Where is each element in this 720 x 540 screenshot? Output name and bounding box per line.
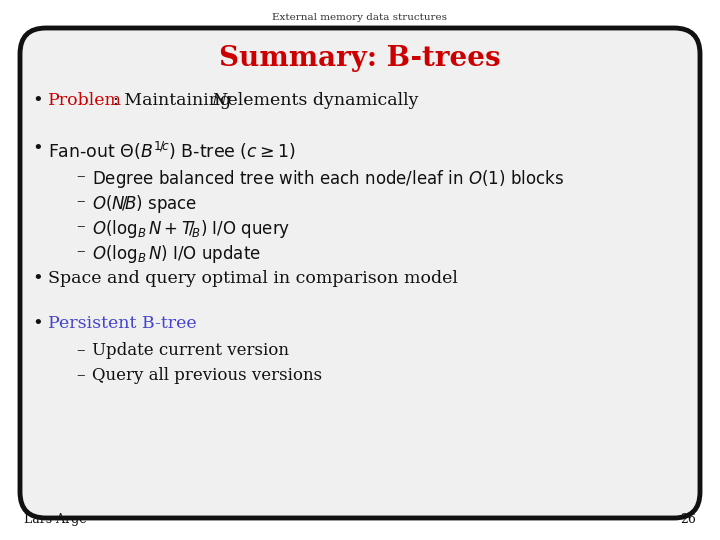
Text: –: – [76, 367, 85, 384]
Text: Summary: B-trees: Summary: B-trees [219, 45, 501, 72]
FancyBboxPatch shape [20, 28, 700, 518]
Text: elements dynamically: elements dynamically [222, 92, 418, 109]
Text: –: – [76, 218, 85, 235]
Text: Fan-out $\Theta(B^{1\!/\!c})$ B-tree $(c \geq 1)$: Fan-out $\Theta(B^{1\!/\!c})$ B-tree $(c… [48, 140, 296, 162]
Text: Space and query optimal in comparison model: Space and query optimal in comparison mo… [48, 270, 458, 287]
Text: •: • [32, 315, 42, 333]
Text: –: – [76, 168, 85, 185]
Text: Persistent B-tree: Persistent B-tree [48, 315, 197, 332]
Text: $O(N\!/\!B)$ space: $O(N\!/\!B)$ space [92, 193, 197, 215]
Text: N: N [211, 92, 226, 109]
Text: •: • [32, 140, 42, 158]
Text: 26: 26 [680, 513, 696, 526]
Text: –: – [76, 243, 85, 260]
Text: Degree balanced tree with each node/leaf in $O(1)$ blocks: Degree balanced tree with each node/leaf… [92, 168, 564, 190]
Text: –: – [76, 193, 85, 210]
Text: External memory data structures: External memory data structures [272, 13, 448, 22]
Text: $O(\log_B N)$ I/O update: $O(\log_B N)$ I/O update [92, 243, 261, 265]
Text: $O(\log_B N + T\!/\!_B)$ I/O query: $O(\log_B N + T\!/\!_B)$ I/O query [92, 218, 290, 240]
Text: Query all previous versions: Query all previous versions [92, 367, 322, 384]
Text: •: • [32, 92, 42, 110]
Text: Lars Arge: Lars Arge [24, 513, 86, 526]
Text: •: • [32, 270, 42, 288]
Text: –: – [76, 342, 85, 359]
Text: Problem: Problem [48, 92, 122, 109]
Text: : Maintaining: : Maintaining [113, 92, 237, 109]
Text: Update current version: Update current version [92, 342, 289, 359]
